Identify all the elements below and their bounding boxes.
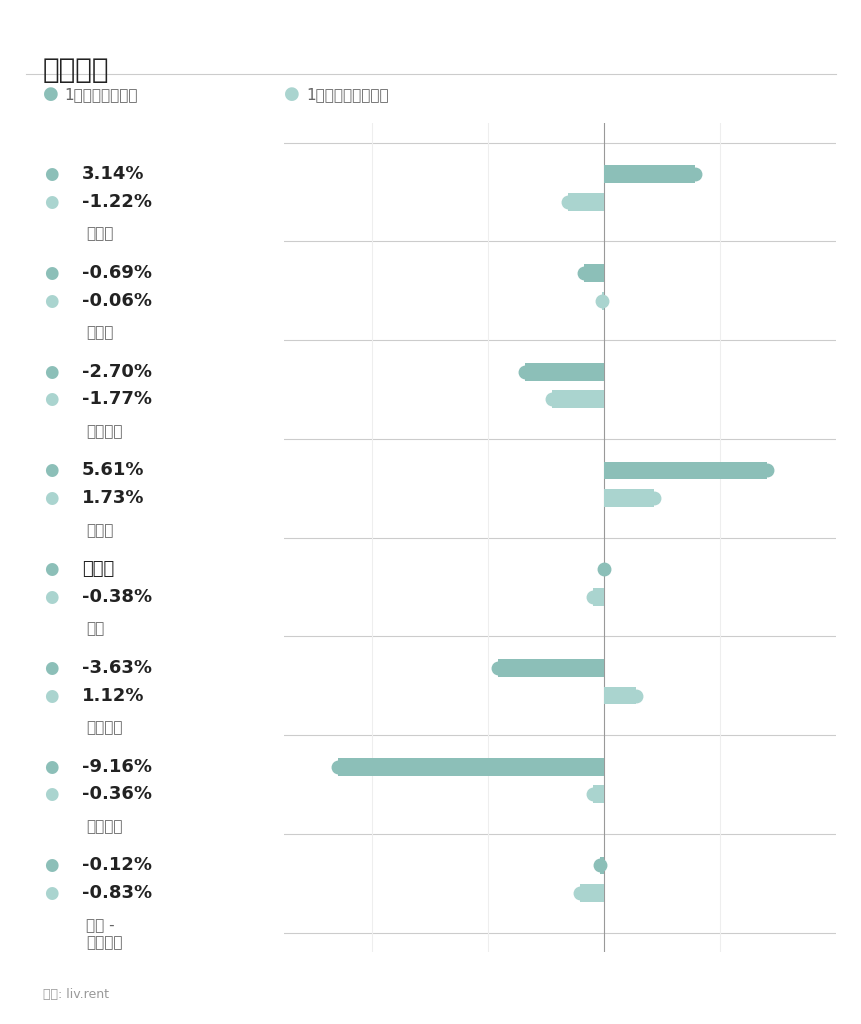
Text: -0.69%: -0.69% xyxy=(82,264,152,282)
Bar xyxy=(604,489,653,507)
Text: ●: ● xyxy=(45,758,59,776)
Text: -1.77%: -1.77% xyxy=(82,390,152,409)
Text: ●: ● xyxy=(284,85,300,103)
Text: ●: ● xyxy=(45,462,59,479)
Bar xyxy=(525,362,604,381)
Text: ●: ● xyxy=(45,560,59,579)
Bar xyxy=(604,687,635,705)
Text: -9.16%: -9.16% xyxy=(82,758,152,776)
Text: ●: ● xyxy=(45,686,59,705)
Text: ●: ● xyxy=(45,658,59,677)
Text: 市中心: 市中心 xyxy=(86,226,114,242)
Text: 士嘉堡: 士嘉堡 xyxy=(86,523,114,538)
Bar xyxy=(592,785,604,803)
Bar xyxy=(602,292,604,309)
Text: -0.36%: -0.36% xyxy=(82,785,152,804)
Text: 5.61%: 5.61% xyxy=(82,462,145,479)
Text: 不适用: 不适用 xyxy=(82,560,114,579)
Text: 旺市 -
列治文山: 旺市 - 列治文山 xyxy=(86,918,122,950)
Bar xyxy=(567,193,604,211)
Text: ●: ● xyxy=(45,264,59,282)
Bar xyxy=(604,462,765,479)
Text: -1.22%: -1.22% xyxy=(82,193,152,211)
Text: -3.63%: -3.63% xyxy=(82,658,152,677)
Bar xyxy=(604,165,694,183)
Text: 1卧室不带家具房源: 1卧室不带家具房源 xyxy=(306,87,388,101)
Text: 北约克: 北约克 xyxy=(86,326,114,340)
Text: -2.70%: -2.70% xyxy=(82,362,152,381)
Text: -0.12%: -0.12% xyxy=(82,856,152,874)
Bar xyxy=(552,390,604,409)
Text: -0.06%: -0.06% xyxy=(82,292,152,309)
Text: ●: ● xyxy=(43,85,59,103)
Text: ●: ● xyxy=(45,588,59,606)
Text: ●: ● xyxy=(45,884,59,902)
Text: ●: ● xyxy=(45,165,59,183)
Text: 环比变化: 环比变化 xyxy=(43,56,109,84)
Text: -0.83%: -0.83% xyxy=(82,884,152,902)
Text: 万锦: 万锦 xyxy=(86,622,104,637)
Text: 1卧室带家具房源: 1卧室带家具房源 xyxy=(65,87,138,101)
Bar xyxy=(579,884,604,902)
Text: ●: ● xyxy=(45,193,59,211)
Text: 密西沙加: 密西沙加 xyxy=(86,720,122,735)
Text: ●: ● xyxy=(45,785,59,804)
Bar xyxy=(583,264,604,282)
Text: 3.14%: 3.14% xyxy=(82,165,145,183)
Bar xyxy=(599,856,604,874)
Text: 1.73%: 1.73% xyxy=(82,489,145,507)
Text: 布兰普顿: 布兰普顿 xyxy=(86,819,122,834)
Text: -0.38%: -0.38% xyxy=(82,588,152,606)
Bar xyxy=(592,588,604,606)
Text: ●: ● xyxy=(45,390,59,409)
Text: 怡陶碧谷: 怡陶碧谷 xyxy=(86,424,122,439)
Text: 来源: liv.rent: 来源: liv.rent xyxy=(43,988,109,1001)
Text: 1.12%: 1.12% xyxy=(82,686,145,705)
Text: ●: ● xyxy=(45,362,59,381)
Text: ●: ● xyxy=(45,292,59,309)
Bar xyxy=(498,659,604,677)
Text: ●: ● xyxy=(45,489,59,507)
Text: ●: ● xyxy=(45,856,59,874)
Bar xyxy=(338,758,604,775)
